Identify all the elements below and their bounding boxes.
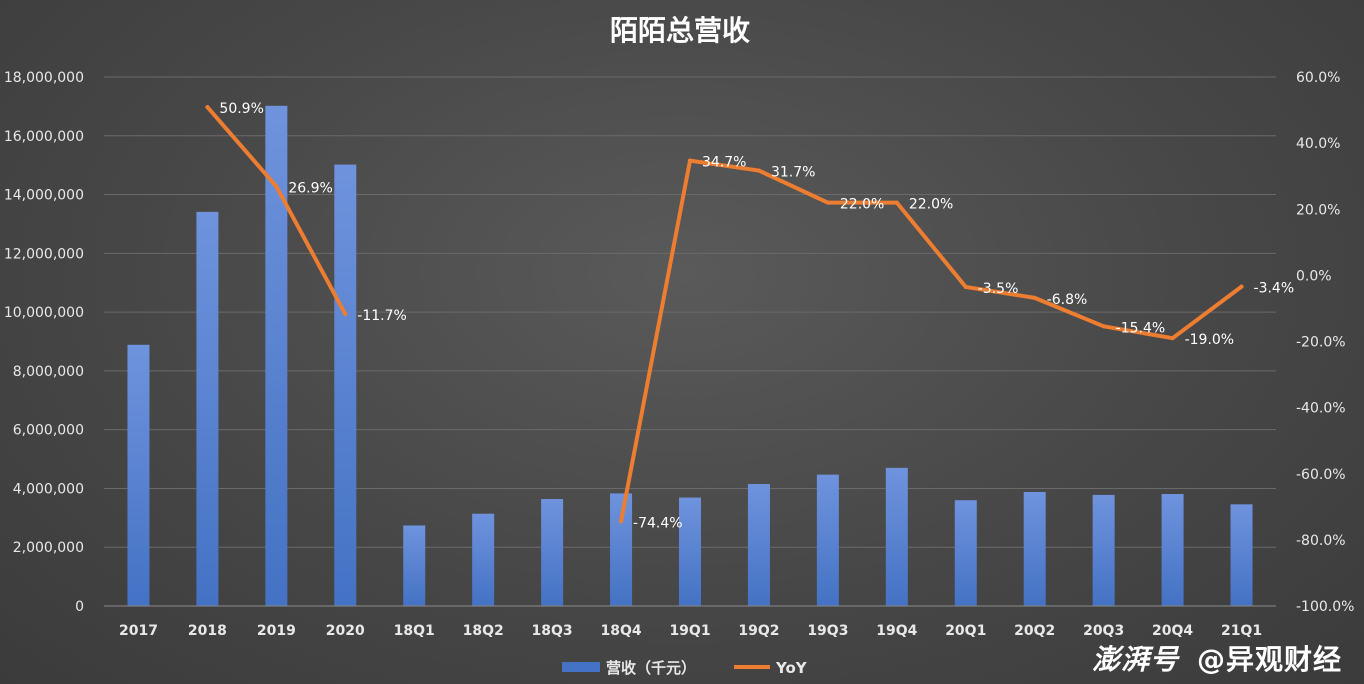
x-tick-label: 18Q1 — [394, 623, 435, 639]
x-tick-label: 18Q2 — [463, 623, 504, 639]
yoy-data-label: 50.9% — [219, 101, 263, 117]
x-tick-label: 20Q4 — [1152, 623, 1193, 639]
x-tick-label: 2018 — [188, 623, 227, 639]
yoy-data-label: -3.5% — [978, 281, 1019, 297]
yoy-point — [756, 168, 761, 173]
yoy-data-label: 31.7% — [771, 165, 815, 181]
watermark: 澎湃号 @异观财经 — [1092, 638, 1342, 678]
yoy-point — [205, 105, 210, 110]
yoy-point — [274, 184, 279, 189]
bar-2018 — [196, 211, 219, 606]
bar-18Q4 — [610, 493, 633, 606]
left-tick-label: 8,000,000 — [13, 364, 84, 380]
gridlines — [104, 76, 1276, 607]
line-series: 50.9% 26.9% -11.7% -74.4% 34.7% 31.7% 22.0% 22.… — [205, 101, 1294, 531]
yoy-data-label: -19.0% — [1185, 332, 1235, 348]
right-tick-label: -60.0% — [1296, 467, 1346, 483]
bar-20Q2 — [1023, 491, 1046, 606]
x-tick-label: 18Q3 — [532, 623, 573, 639]
watermark-account: @异观财经 — [1196, 643, 1342, 676]
yoy-data-label: -11.7% — [357, 308, 407, 324]
right-tick-label: 60.0% — [1296, 70, 1340, 86]
bar-18Q1 — [403, 525, 426, 606]
x-tick-label: 19Q1 — [669, 623, 710, 639]
yoy-data-label: -3.4% — [1254, 281, 1295, 297]
left-tick-label: 12,000,000 — [4, 246, 84, 262]
left-tick-label: 10,000,000 — [4, 305, 84, 321]
bar-19Q3 — [816, 474, 839, 606]
yoy-point — [1239, 284, 1244, 289]
legend-bar-label: 营收（千元） — [606, 659, 696, 677]
yoy-point — [1032, 295, 1037, 300]
x-tick-label: 21Q1 — [1221, 623, 1262, 639]
left-tick-label: 14,000,000 — [4, 188, 84, 204]
right-tick-label: -20.0% — [1296, 335, 1346, 351]
x-axis: 2017 2018 2019 2020 18Q1 18Q2 18Q3 18Q4 19Q1 19Q2… — [104, 605, 1276, 639]
x-tick-label: 18Q4 — [600, 623, 641, 639]
yoy-line-segment — [619, 158, 1244, 524]
yoy-point — [1101, 324, 1106, 329]
x-tick-label: 20Q2 — [1014, 623, 1055, 639]
bar-18Q2 — [472, 513, 495, 606]
x-tick-label: 2019 — [257, 623, 296, 639]
left-tick-label: 18,000,000 — [4, 70, 84, 86]
bar-20Q4 — [1161, 494, 1184, 606]
left-tick-label: 6,000,000 — [13, 423, 84, 439]
bar-series — [127, 105, 1253, 606]
x-tick-label: 2020 — [326, 623, 365, 639]
x-tick-label: 19Q4 — [876, 623, 917, 639]
right-tick-label: 0.0% — [1296, 268, 1332, 284]
right-axis: -100.0% -80.0% -60.0% -40.0% -20.0% 0.0% 20.0%… — [1296, 70, 1354, 615]
x-tick-label: 19Q3 — [807, 623, 848, 639]
bar-19Q1 — [679, 497, 701, 606]
left-tick-label: 4,000,000 — [13, 481, 84, 497]
x-tick-label: 19Q2 — [738, 623, 779, 639]
x-tick-label: 20Q3 — [1083, 623, 1124, 639]
right-tick-label: -40.0% — [1296, 401, 1346, 417]
right-tick-label: -100.0% — [1296, 599, 1354, 615]
x-tick-label: 2017 — [119, 623, 158, 639]
yoy-data-label: -74.4% — [633, 515, 683, 531]
right-tick-label: 40.0% — [1296, 136, 1340, 152]
bar-19Q2 — [747, 484, 770, 606]
left-axis: 0 2,000,000 4,000,000 6,000,000 8,000,000 10,… — [4, 70, 84, 615]
yoy-data-label: 26.9% — [288, 180, 332, 196]
right-tick-label: 20.0% — [1296, 202, 1340, 218]
yoy-point — [963, 284, 968, 289]
right-tick-label: -80.0% — [1296, 533, 1346, 549]
bar-21Q1 — [1230, 504, 1253, 606]
legend: 营收（千元） YoY — [562, 659, 808, 677]
yoy-point — [619, 519, 624, 524]
yoy-data-label: -15.4% — [1116, 320, 1166, 336]
watermark-brand: 澎湃号 — [1091, 643, 1179, 676]
yoy-point — [825, 200, 830, 205]
yoy-point — [688, 158, 692, 163]
yoy-data-label: -6.8% — [1047, 292, 1088, 308]
yoy-data-label: 22.0% — [909, 197, 953, 213]
left-tick-label: 0 — [75, 599, 84, 615]
bar-20Q1 — [954, 500, 977, 606]
yoy-point — [894, 200, 899, 205]
yoy-point — [343, 312, 348, 317]
left-tick-label: 2,000,000 — [13, 540, 84, 556]
chart-title: 陌陌总营收 — [610, 14, 750, 47]
yoy-data-label: 22.0% — [840, 197, 884, 213]
yoy-data-label: 34.7% — [702, 155, 746, 171]
bar-19Q4 — [885, 467, 908, 606]
bar-2019 — [265, 105, 288, 606]
x-tick-label: 20Q1 — [945, 623, 986, 639]
left-tick-label: 16,000,000 — [4, 129, 84, 145]
bar-2020 — [334, 164, 357, 606]
legend-bar-swatch — [562, 662, 600, 672]
bar-18Q3 — [541, 499, 564, 606]
bar-20Q3 — [1092, 494, 1115, 606]
yoy-point — [1170, 336, 1175, 341]
bar-2017 — [127, 344, 150, 606]
legend-line-label: YoY — [775, 659, 808, 677]
